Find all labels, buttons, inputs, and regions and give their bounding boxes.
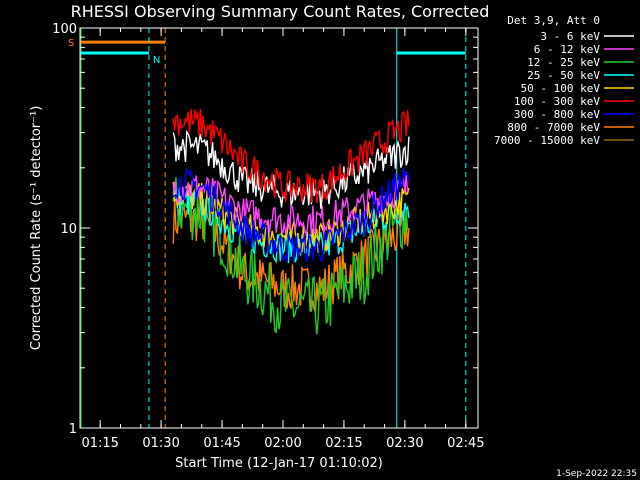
x-tick-label-1: 01:30 <box>142 436 179 451</box>
annotation-n: N <box>153 55 160 66</box>
x-tick-label-6: 02:45 <box>447 436 484 451</box>
x-axis-label: Start Time (12-Jan-17 01:10:02) <box>175 456 383 471</box>
legend-label-6: 300 - 800 keV <box>514 108 600 121</box>
x-tick-label-4: 02:15 <box>325 436 362 451</box>
y-axis-label: Corrected Count Rate (s⁻¹ detector⁻¹) <box>29 106 44 351</box>
x-tick-label-2: 01:45 <box>203 436 240 451</box>
legend-label-8: 7000 - 15000 keV <box>494 134 600 147</box>
legend-label-2: 12 - 25 keV <box>527 56 600 69</box>
legend-label-3: 25 - 50 keV <box>527 69 600 82</box>
annotation-s: S <box>68 38 74 49</box>
chart-title: RHESSI Observing Summary Count Rates, Co… <box>71 2 490 21</box>
legend-label-4: 50 - 100 keV <box>521 82 601 95</box>
legend-label-0: 3 - 6 keV <box>540 30 600 43</box>
legend-title: Det 3,9, Att 0 <box>507 14 600 27</box>
series-line-6 <box>172 167 410 263</box>
series-line-4 <box>172 181 410 253</box>
y-tick-label-1: 10 <box>60 222 77 237</box>
series-line-0 <box>172 129 410 209</box>
ticks-layer: 01:15 01:30 01:45 02:00 02:15 02:30 02:45 1 10 10… <box>52 22 484 451</box>
series-line-5 <box>172 109 410 204</box>
series-line-3 <box>173 186 410 264</box>
x-tick-label-0: 01:15 <box>81 436 118 451</box>
legend-label-1: 6 - 12 keV <box>534 43 601 56</box>
y-tick-label-0: 1 <box>69 422 77 437</box>
series-line-2 <box>172 177 410 335</box>
legend-label-7: 800 - 7000 keV <box>507 121 600 134</box>
plot-frame <box>79 27 479 429</box>
x-tick-label-3: 02:00 <box>264 436 301 451</box>
y-tick-label-2: 100 <box>52 22 77 37</box>
legend-label-5: 100 - 300 keV <box>514 95 600 108</box>
data-layer: SN <box>68 28 467 428</box>
generation-timestamp: 1-Sep-2022 22:35 <box>556 469 637 479</box>
x-tick-label-5: 02:30 <box>386 436 423 451</box>
